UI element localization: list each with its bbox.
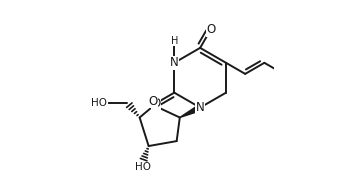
Text: H: H	[171, 36, 178, 46]
Text: N: N	[196, 101, 205, 114]
Text: HO: HO	[135, 162, 151, 172]
Text: N: N	[170, 56, 179, 69]
Polygon shape	[180, 105, 201, 118]
Text: O: O	[148, 95, 158, 108]
Text: HO: HO	[91, 98, 107, 108]
Text: O: O	[151, 97, 161, 110]
Text: O: O	[206, 23, 215, 36]
